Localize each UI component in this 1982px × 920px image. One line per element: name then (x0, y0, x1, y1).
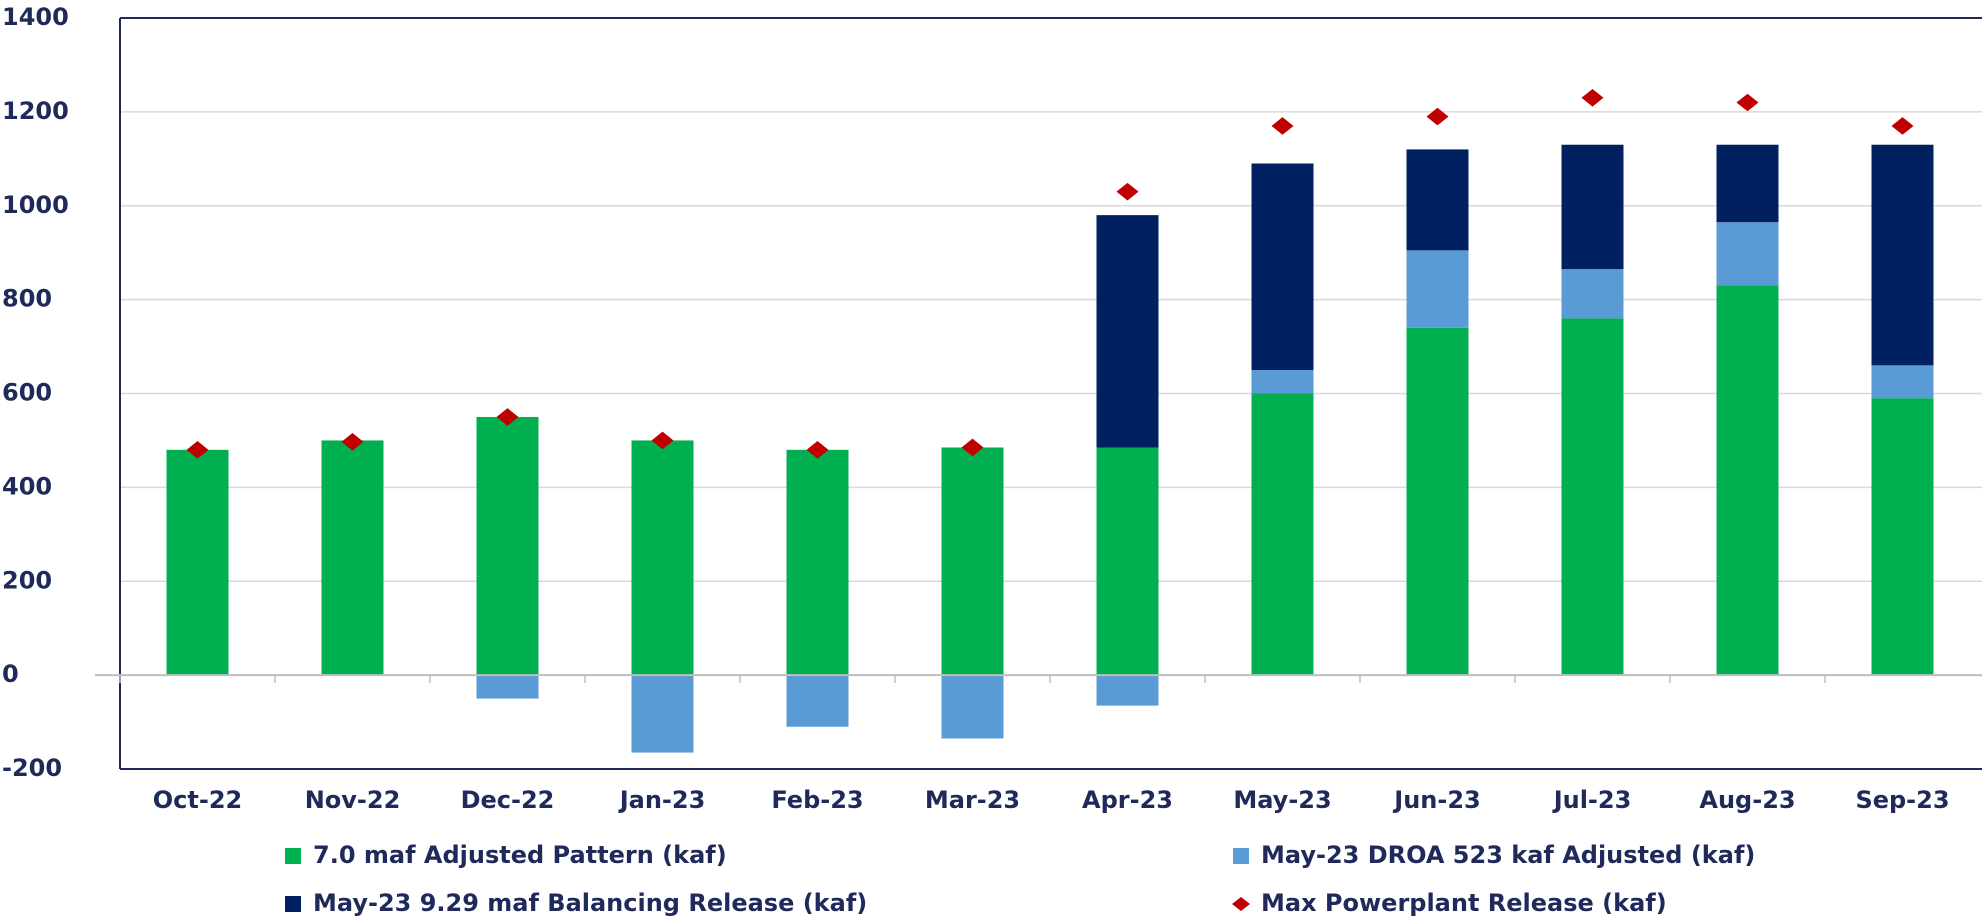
bar-segment (1716, 222, 1779, 286)
legend-label: Max Powerplant Release (kaf) (1261, 889, 1667, 917)
y-tick-label: 0 (2, 660, 19, 688)
marker (651, 431, 674, 450)
legend-label: May-23 9.29 maf Balancing Release (kaf) (313, 889, 867, 917)
bar-segment (1871, 365, 1934, 399)
marker (806, 441, 829, 459)
bar-segment (1096, 675, 1159, 706)
bar-segment (941, 675, 1004, 739)
y-tick-label: -200 (2, 754, 62, 782)
marker (1891, 117, 1914, 135)
bar-segment (1096, 447, 1159, 676)
x-tick-label: Dec-22 (461, 786, 555, 814)
y-tick-label: 400 (2, 472, 52, 500)
bar-segment (476, 416, 539, 676)
y-tick-label: 1000 (2, 191, 69, 219)
y-tick-label: 200 (2, 566, 52, 594)
x-tick-label: Apr-23 (1082, 786, 1173, 814)
bar-segment (1406, 149, 1469, 251)
marker (496, 408, 519, 426)
y-tick-label: 800 (2, 285, 52, 313)
bar-segment (1716, 285, 1779, 676)
legend-label: 7.0 maf Adjusted Pattern (kaf) (313, 841, 727, 869)
marker (341, 433, 364, 451)
bar-segment (166, 449, 229, 676)
bar-segment (1561, 318, 1624, 676)
marker (961, 438, 984, 457)
bar-segment (786, 675, 849, 727)
y-tick-label: 1200 (2, 97, 69, 125)
y-tick-label: 1400 (2, 3, 69, 31)
bar-segment (1871, 398, 1934, 676)
x-tick-label: Sep-23 (1855, 786, 1949, 814)
x-tick-label: Feb-23 (771, 786, 863, 814)
bar-segment (786, 449, 849, 676)
marker (186, 441, 209, 459)
bar-segment (321, 440, 384, 676)
marker (1426, 107, 1449, 126)
bar-segment (1406, 250, 1469, 328)
x-tick-label: Aug-23 (1699, 786, 1795, 814)
legend-marker (1233, 848, 1249, 864)
bar-segment (1561, 144, 1624, 270)
x-tick-label: Nov-22 (305, 786, 401, 814)
x-tick-label: Jan-23 (618, 786, 706, 814)
bar-segment (1251, 370, 1314, 394)
bar-segment (476, 675, 539, 699)
x-tick-label: Jun-23 (1392, 786, 1480, 814)
bar-segment (631, 675, 694, 753)
bar-segment (1096, 215, 1159, 448)
legend-marker (285, 896, 301, 912)
x-tick-label: Oct-22 (153, 786, 242, 814)
x-tick-label: Jul-23 (1552, 786, 1632, 814)
bar-segment (1251, 163, 1314, 371)
bar-segment (631, 440, 694, 676)
bar-segment (1871, 144, 1934, 366)
bar-segment (941, 447, 1004, 676)
marker (1271, 117, 1294, 135)
bar-segment (1406, 327, 1469, 676)
marker (1581, 88, 1604, 107)
bar-segment (1561, 269, 1624, 319)
y-tick-label: 600 (2, 379, 52, 407)
bar-segment (1716, 144, 1779, 223)
marker (1116, 182, 1139, 201)
x-tick-label: Mar-23 (925, 786, 1020, 814)
legend-marker (1232, 897, 1250, 911)
marker (1736, 93, 1759, 112)
legend-marker (285, 848, 301, 864)
x-tick-label: May-23 (1233, 786, 1331, 814)
bar-segment (1251, 393, 1314, 676)
legend-label: May-23 DROA 523 kaf Adjusted (kaf) (1261, 841, 1755, 869)
